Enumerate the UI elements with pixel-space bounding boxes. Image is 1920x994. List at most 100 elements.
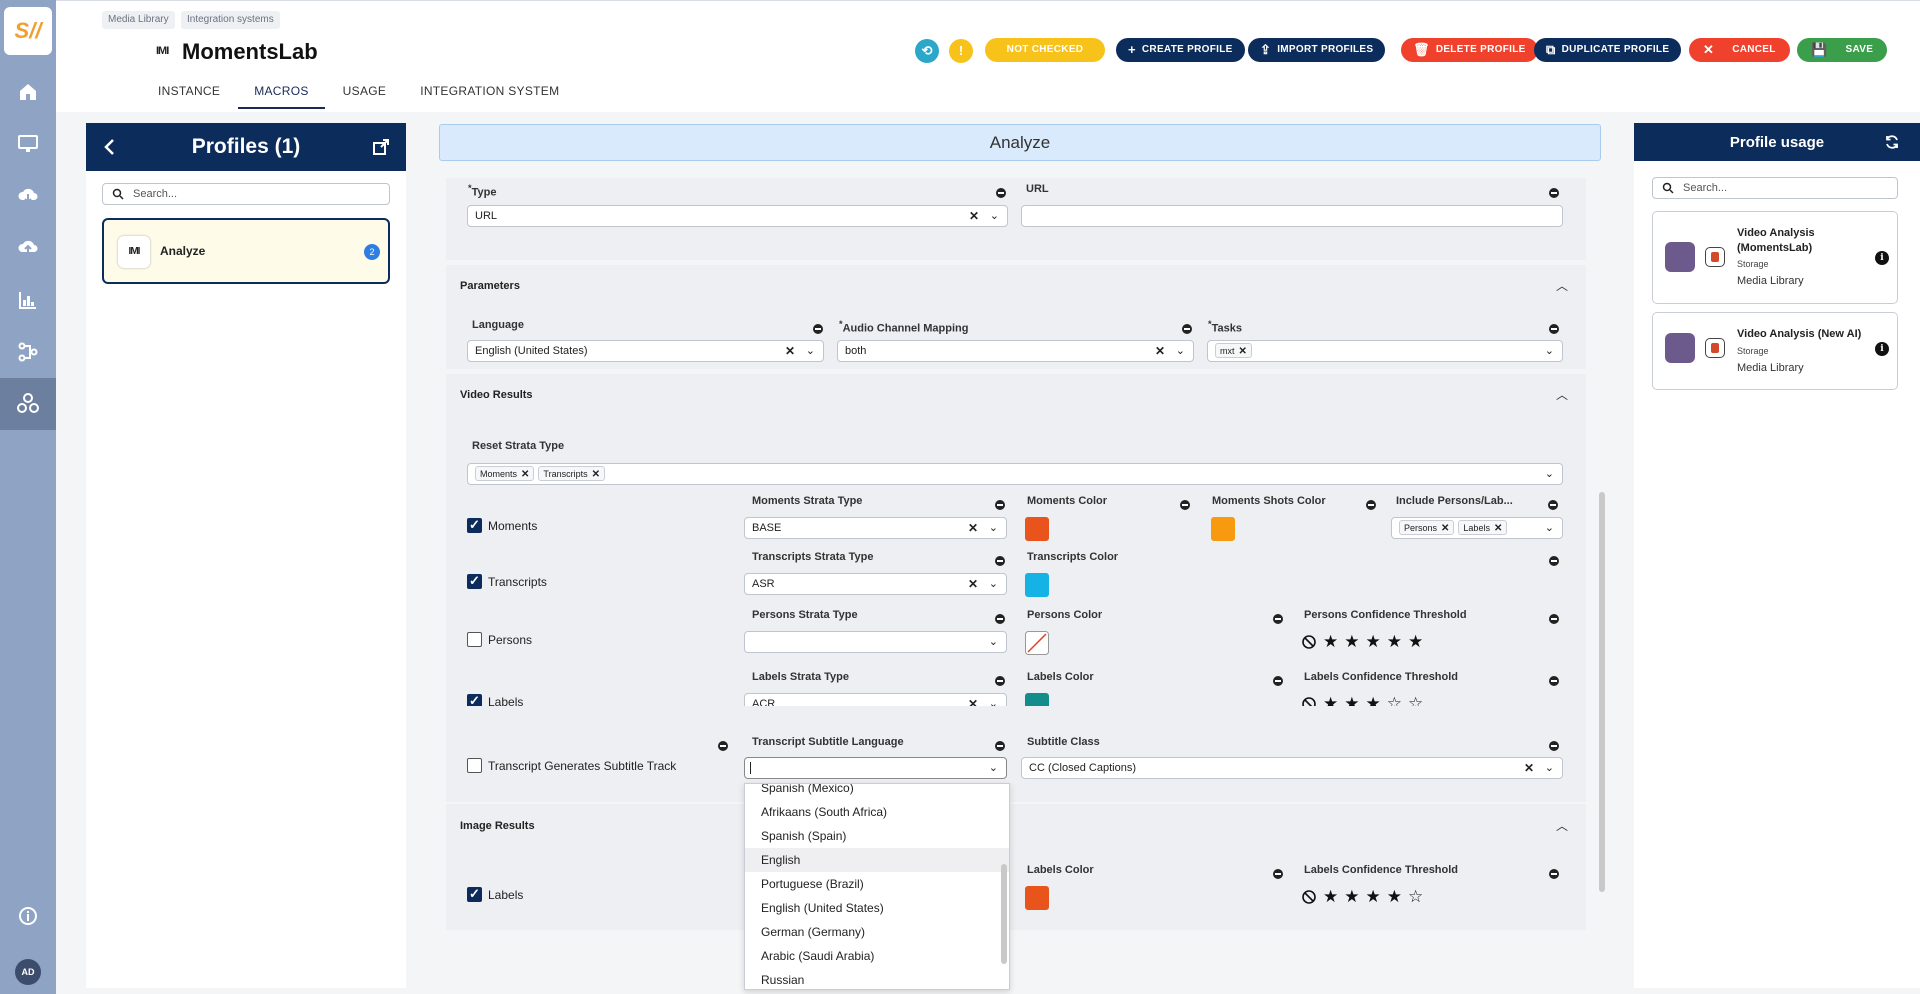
- url-input[interactable]: [1021, 205, 1563, 227]
- dropdown-scrollbar[interactable]: [1001, 864, 1007, 964]
- remove-image-labels-color-icon[interactable]: [1273, 869, 1283, 879]
- star-icon[interactable]: ★: [1323, 632, 1339, 651]
- type-select[interactable]: URL ✕ ⌄: [467, 205, 1008, 227]
- subtitle-class-select[interactable]: CC (Closed Captions) ✕ ⌄: [1021, 757, 1563, 779]
- remove-type-icon[interactable]: [996, 188, 1006, 198]
- warning-icon[interactable]: !: [949, 39, 973, 63]
- reset-strata-select[interactable]: Moments ✕ Transcripts ✕ ⌄: [467, 463, 1563, 485]
- persons-strata-select[interactable]: ⌄: [744, 631, 1007, 653]
- option-russian[interactable]: Russian: [761, 973, 805, 987]
- tasks-select[interactable]: mxt ✕ ⌄: [1207, 340, 1563, 362]
- cloud-download-icon[interactable]: [16, 184, 40, 208]
- remove-subtitle-language-icon[interactable]: [995, 741, 1005, 751]
- option-afrikaans[interactable]: Afrikaans (South Africa): [761, 805, 888, 819]
- remove-chip-icon[interactable]: ✕: [591, 469, 600, 480]
- bar-chart-icon[interactable]: [16, 288, 40, 312]
- clear-icon[interactable]: ✕: [1154, 344, 1165, 358]
- remove-subtitle-class-icon[interactable]: [1549, 741, 1559, 751]
- transcripts-checkbox[interactable]: [467, 573, 482, 589]
- option-german[interactable]: German (Germany): [761, 925, 866, 939]
- tab-instance[interactable]: INSTANCE: [158, 84, 221, 98]
- star-icon[interactable]: ★: [1344, 632, 1360, 651]
- persons-color-empty-swatch[interactable]: [1025, 631, 1049, 655]
- remove-include-icon[interactable]: [1548, 500, 1558, 510]
- remove-labels-threshold-icon[interactable]: [1549, 676, 1559, 686]
- export-icon[interactable]: [372, 138, 390, 156]
- import-profiles-button[interactable]: ⇪ IMPORT PROFILES: [1248, 38, 1386, 62]
- persons-checkbox[interactable]: [467, 632, 482, 647]
- remove-persons-threshold-icon[interactable]: [1549, 614, 1559, 624]
- usage-item[interactable]: Video Analysis (New AI) Storage Media Li…: [1652, 312, 1898, 390]
- info-icon[interactable]: i: [1875, 251, 1889, 265]
- tab-usage[interactable]: USAGE: [342, 84, 387, 98]
- option-portuguese-brazil[interactable]: Portuguese (Brazil): [761, 877, 864, 891]
- transcripts-strata-select[interactable]: ASR ✕ ⌄: [744, 573, 1007, 595]
- remove-audio-icon[interactable]: [1182, 324, 1192, 334]
- integrations-icon[interactable]: [0, 378, 56, 430]
- profiles-search-input[interactable]: Search...: [102, 183, 390, 205]
- star-icon[interactable]: ★: [1365, 632, 1381, 651]
- tab-integration-system[interactable]: INTEGRATION SYSTEM: [420, 84, 560, 98]
- moments-checkbox[interactable]: [467, 517, 482, 533]
- chevron-up-icon[interactable]: ︿: [1555, 279, 1568, 293]
- audio-channel-select[interactable]: both ✕ ⌄: [837, 340, 1194, 362]
- option-spanish-mexico[interactable]: Spanish (Mexico): [761, 783, 854, 795]
- remove-labels-strata-icon[interactable]: [995, 676, 1005, 686]
- remove-moments-strata-icon[interactable]: [995, 500, 1005, 510]
- remove-chip-icon[interactable]: ✕: [1238, 346, 1247, 357]
- moments-strata-select[interactable]: BASE ✕ ⌄: [744, 517, 1007, 539]
- clear-rating-icon[interactable]: [1301, 889, 1317, 906]
- remove-chip-icon[interactable]: ✕: [521, 469, 530, 480]
- chip-transcripts[interactable]: Transcripts ✕: [538, 466, 605, 481]
- clear-icon[interactable]: ✕: [967, 577, 978, 591]
- persons-confidence-rating[interactable]: ★ ★ ★ ★ ★: [1301, 633, 1423, 651]
- usage-item[interactable]: Video Analysis (MomentsLab) Storage Medi…: [1652, 211, 1898, 304]
- remove-persons-color-icon[interactable]: [1273, 614, 1283, 624]
- star-icon[interactable]: ★: [1344, 887, 1360, 906]
- subtitle-language-input[interactable]: ⌄: [744, 757, 1007, 779]
- user-avatar[interactable]: AD: [15, 959, 41, 985]
- moments-color-swatch[interactable]: [1025, 517, 1049, 541]
- language-select[interactable]: English (United States) ✕ ⌄: [467, 340, 824, 362]
- transcripts-color-swatch[interactable]: [1025, 573, 1049, 597]
- clear-icon[interactable]: ✕: [968, 209, 979, 223]
- refresh-icon[interactable]: [1884, 134, 1900, 150]
- breadcrumb-media-library[interactable]: Media Library: [102, 11, 175, 29]
- chip-labels[interactable]: Labels ✕: [1458, 520, 1508, 535]
- profile-item-analyze[interactable]: IMI Analyze 2: [102, 218, 390, 284]
- remove-chip-icon[interactable]: ✕: [1441, 523, 1450, 534]
- remove-moments-color-icon[interactable]: [1180, 500, 1190, 510]
- star-icon[interactable]: ★: [1365, 887, 1381, 906]
- subtitle-track-checkbox[interactable]: [467, 758, 482, 773]
- image-labels-confidence-rating[interactable]: ★ ★ ★ ★ ☆: [1301, 888, 1423, 906]
- option-arabic[interactable]: Arabic (Saudi Arabia): [761, 949, 875, 963]
- workflow-icon[interactable]: [16, 340, 40, 364]
- home-icon[interactable]: [16, 80, 40, 104]
- cloud-upload-icon[interactable]: [16, 236, 40, 260]
- clear-icon[interactable]: ✕: [967, 521, 978, 535]
- chip-persons[interactable]: Persons ✕: [1399, 520, 1455, 535]
- include-persons-labels-select[interactable]: Persons ✕ Labels ✕ ⌄: [1391, 517, 1563, 539]
- image-labels-checkbox[interactable]: [467, 886, 482, 902]
- remove-language-icon[interactable]: [813, 324, 823, 334]
- moments-shots-color-swatch[interactable]: [1211, 517, 1235, 541]
- remove-shots-color-icon[interactable]: [1366, 500, 1376, 510]
- clear-rating-icon[interactable]: [1301, 634, 1317, 651]
- chevron-up-icon[interactable]: ︿: [1555, 388, 1568, 402]
- save-button[interactable]: 💾 SAVE: [1797, 38, 1888, 62]
- monitor-icon[interactable]: [16, 132, 40, 156]
- image-labels-color-swatch[interactable]: [1025, 886, 1049, 910]
- remove-subtitle-track-icon[interactable]: [718, 741, 728, 751]
- remove-transcripts-color-icon[interactable]: [1549, 556, 1559, 566]
- tab-macros[interactable]: MACROS: [238, 81, 325, 109]
- sync-status-icon[interactable]: ⟲: [915, 39, 939, 63]
- clear-icon[interactable]: ✕: [784, 344, 795, 358]
- info-icon[interactable]: [16, 904, 40, 928]
- option-english-us[interactable]: English (United States): [761, 901, 884, 915]
- star-icon[interactable]: ★: [1408, 632, 1424, 651]
- usage-search-input[interactable]: Search...: [1652, 177, 1898, 199]
- star-icon[interactable]: ★: [1386, 887, 1402, 906]
- subtitle-language-dropdown[interactable]: Spanish (Mexico) Afrikaans (South Africa…: [744, 783, 1010, 990]
- remove-tasks-icon[interactable]: [1549, 324, 1559, 334]
- star-icon[interactable]: ★: [1386, 632, 1402, 651]
